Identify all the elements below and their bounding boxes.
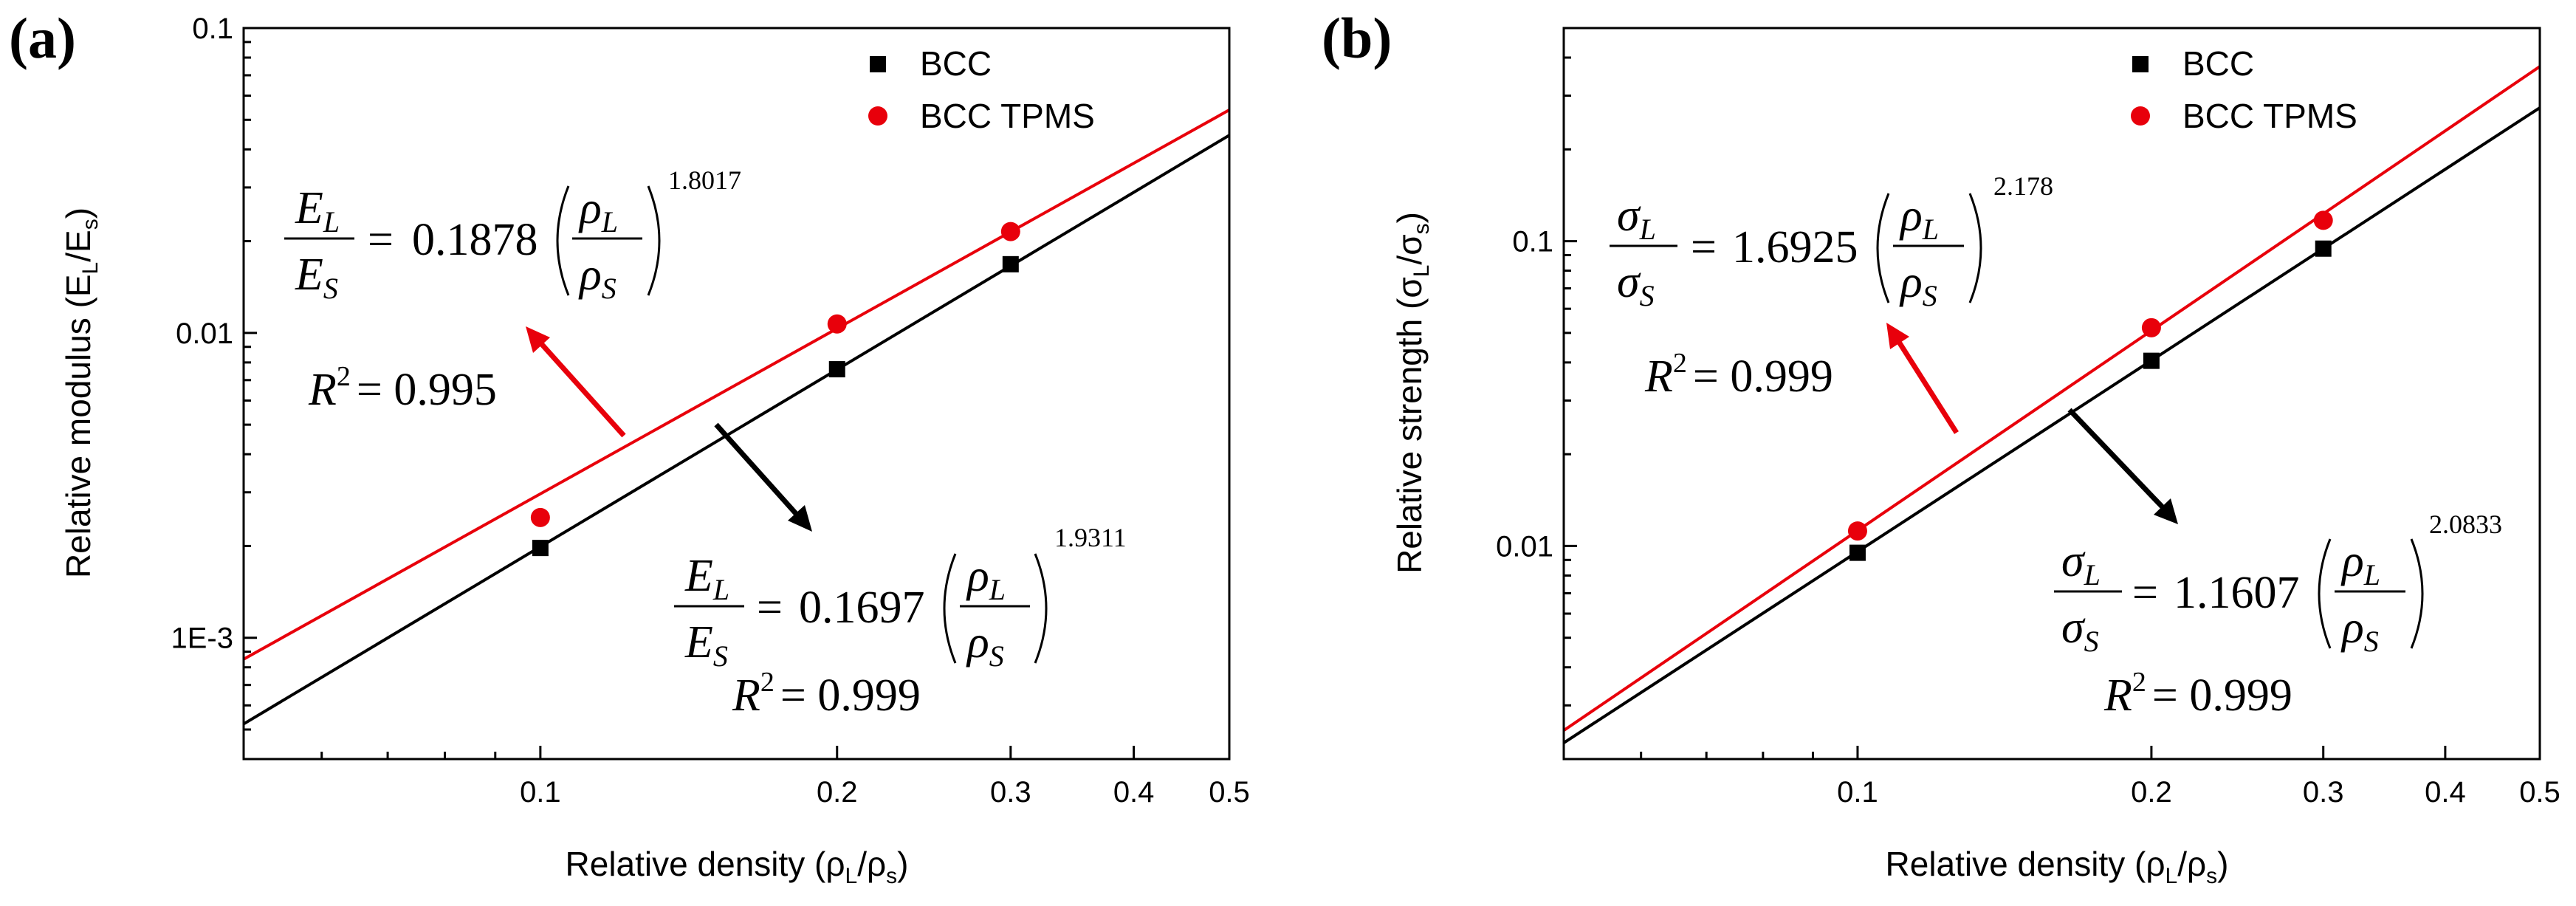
svg-text:ρS: ρS (1899, 257, 1937, 312)
data-point-bcc (2143, 352, 2160, 369)
x-tick-label: 0.2 (817, 776, 858, 809)
svg-text:ρS: ρS (578, 250, 616, 305)
svg-text:ρL: ρL (2340, 536, 2380, 591)
panel-a-legend: BCC BCC TPMS (868, 44, 1095, 135)
data-point-bcc (2315, 240, 2332, 257)
x-tick-label: 0.1 (520, 776, 561, 809)
svg-text:1.1607: 1.1607 (2174, 568, 2300, 618)
legend-bcc-label: BCC (2182, 44, 2254, 83)
svg-text:σL: σL (1617, 191, 1656, 246)
svg-text:ρL: ρL (578, 183, 618, 238)
x-tick-label: 0.2 (2131, 776, 2172, 809)
panel-b-fit-lines (1562, 65, 2541, 744)
svg-text:σS: σS (1617, 257, 1655, 312)
panel-a-y-axis-label: Relative modulus (EL/Es) (59, 207, 103, 578)
svg-text:0.1697: 0.1697 (799, 583, 925, 633)
fit-line-bcc-tpms (1562, 65, 2541, 732)
data-point-bcc-tpms (2141, 318, 2161, 337)
x-tick-label: 0.4 (1113, 776, 1155, 809)
svg-text:R2= 0.999: R2 = 0.999 (1644, 348, 1833, 402)
panel-b-tpms-equation: σL σS = 1.6925 ρL ρS 2.178 R2 = 0.999 (1610, 171, 2053, 402)
svg-text:ρL: ρL (966, 551, 1006, 606)
svg-text:ρL: ρL (1899, 191, 1939, 246)
x-tick-label: 0.3 (2303, 776, 2344, 809)
panel-a-x-axis-label: Relative density (ρL/ρs) (566, 845, 909, 888)
data-point-bcc-tpms (1000, 222, 1020, 241)
x-tick-label: 0.5 (2519, 776, 2560, 809)
legend-bcc-tpms-marker (2131, 106, 2150, 126)
svg-text:σS: σS (2061, 603, 2099, 658)
panel-a-plot-frame (242, 27, 1231, 761)
svg-text:2.178: 2.178 (1993, 171, 2053, 201)
panel-a-bcc-equation: EL ES = 0.1697 ρL ρS 1.9311 R2 = 0.999 (674, 523, 1127, 721)
svg-text:=: = (368, 215, 394, 265)
svg-text:R2= 0.995: R2 = 0.995 (308, 361, 497, 415)
svg-text:1.8017: 1.8017 (668, 165, 741, 195)
x-tick-label: 0.3 (990, 776, 1031, 809)
panel-a-label: (a) (9, 6, 76, 70)
fit-line-bcc (242, 134, 1231, 726)
svg-text:ES: ES (684, 617, 728, 673)
fit-line-bcc-tpms (243, 109, 1230, 661)
legend-bcc-tpms-label: BCC TPMS (920, 97, 1095, 135)
svg-text:=: = (757, 583, 783, 633)
svg-text:ρS: ρS (2340, 603, 2379, 658)
svg-text:EL: EL (684, 551, 729, 606)
panel-a-ticks: 0.1 0.2 0.3 0.4 0.5 1E-3 0.01 0.1 (171, 13, 1250, 809)
panel-a-black-arrow (714, 422, 812, 532)
x-tick-label: 0.5 (1209, 776, 1250, 809)
panel-b-black-arrow (2067, 408, 2178, 524)
data-point-bcc-tpms (1847, 521, 1867, 541)
data-point-bcc (1002, 255, 1019, 272)
data-point-bcc-tpms (530, 507, 550, 527)
y-tick-label: 0.1 (192, 13, 233, 45)
fit-line-bcc (1562, 106, 2541, 744)
svg-text:=: = (2132, 568, 2158, 618)
y-tick-label: 0.1 (1512, 226, 1553, 258)
panel-b-plot-frame (1562, 27, 2541, 761)
svg-text:σL: σL (2061, 536, 2101, 591)
panel-a-tpms-equation: EL ES = 0.1878 ρL ρS 1.8017 R2 = 0.995 (284, 165, 741, 415)
x-tick-label: 0.4 (2425, 776, 2466, 809)
panel-a-red-arrow (526, 326, 626, 438)
data-point-bcc-tpms (827, 314, 847, 334)
svg-text:2.0833: 2.0833 (2429, 509, 2502, 539)
legend-bcc-marker (2132, 56, 2149, 72)
panel-b-red-arrow (1886, 323, 1959, 434)
panel-b-data-points (1847, 210, 2333, 561)
panel-b-x-axis-label: Relative density (ρL/ρs) (1886, 845, 2229, 888)
panel-b-ticks: 0.1 0.2 0.3 0.4 0.5 0.01 0.1 (1496, 56, 2560, 809)
legend-bcc-tpms-marker (868, 106, 887, 126)
panel-b-label: (b) (1322, 6, 1392, 70)
svg-text:R2= 0.999: R2 = 0.999 (2103, 667, 2292, 721)
svg-text:ES: ES (295, 250, 338, 305)
data-point-bcc (532, 540, 549, 557)
legend-bcc-tpms-label: BCC TPMS (2182, 97, 2357, 135)
svg-text:EL: EL (295, 183, 340, 238)
y-tick-label: 0.01 (1496, 530, 1553, 563)
svg-text:0.1878: 0.1878 (412, 215, 538, 265)
panel-b-y-axis-label: Relative strength (σL/σs) (1390, 212, 1434, 574)
x-tick-label: 0.1 (1837, 776, 1878, 809)
svg-text:R2= 0.999: R2 = 0.999 (732, 667, 921, 721)
data-point-bcc (1849, 544, 1866, 561)
svg-text:ρS: ρS (966, 617, 1004, 673)
legend-bcc-marker (870, 56, 886, 72)
data-point-bcc (828, 361, 845, 378)
legend-bcc-label: BCC (920, 44, 992, 83)
panel-b-legend: BCC BCC TPMS (2131, 44, 2357, 135)
y-tick-label: 1E-3 (171, 622, 234, 655)
data-point-bcc-tpms (2313, 210, 2333, 230)
panel-a-fit-lines (242, 109, 1231, 726)
panel-a-data-points (530, 222, 1020, 557)
svg-text:1.6925: 1.6925 (1732, 222, 1858, 272)
panel-a-modulus-chart: (a) Relative modulus (EL/Es) Relative de… (9, 6, 1250, 888)
panel-b-bcc-equation: σL σS = 1.1607 ρL ρS 2.0833 R2 = 0.999 (2054, 509, 2502, 721)
panel-b-strength-chart: (b) Relative strength (σL/σs) Relative d… (1322, 6, 2560, 888)
svg-text:=: = (1691, 222, 1717, 272)
svg-text:1.9311: 1.9311 (1054, 523, 1127, 552)
y-tick-label: 0.01 (176, 318, 233, 350)
